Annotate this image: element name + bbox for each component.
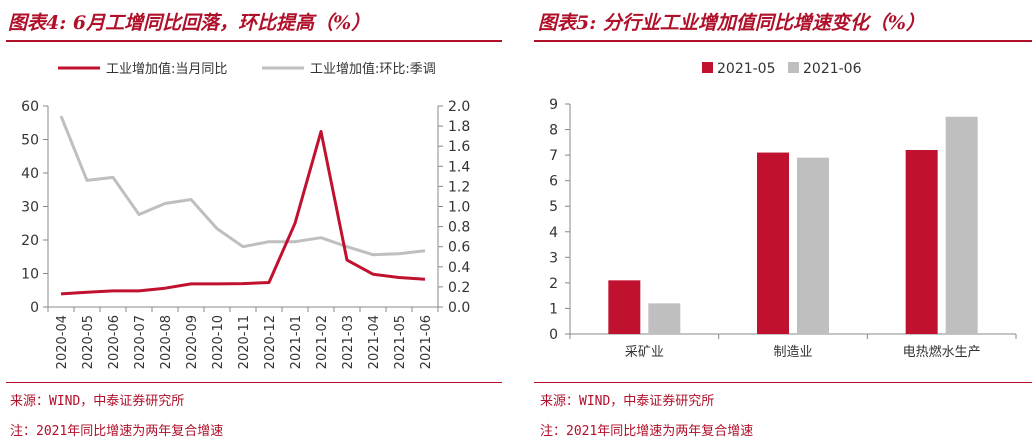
legend-swatch-2021-06 — [788, 62, 799, 73]
right-note: 注：2021年同比增速为两年复合增速 — [540, 424, 754, 439]
left-y-tick-label: 30 — [21, 200, 39, 216]
x-tick-label: 2021-06 — [419, 315, 434, 369]
bar-y-tick-label: 9 — [549, 97, 558, 113]
left-chart-title: 图表4: 6月工增同比回落，环比提高（%） — [8, 12, 371, 34]
legend-label-2021-06: 2021-06 — [803, 61, 862, 77]
bar-category-label: 采矿业 — [625, 345, 664, 360]
x-tick-label: 2020-04 — [55, 315, 70, 369]
bar-y-tick-label: 4 — [549, 225, 558, 241]
line-chart: 工业增加值:当月同比 工业增加值:环比:季调 01020304050600.00… — [21, 61, 470, 369]
bar-2021-06 — [648, 303, 681, 334]
right-y-tick-label: 1.4 — [448, 159, 470, 175]
left-note: 注：2021年同比增速为两年复合增速 — [10, 424, 224, 439]
x-tick-label: 2020-08 — [159, 315, 174, 369]
left-y-tick-label: 50 — [21, 133, 39, 149]
right-y-tick-label: 1.8 — [448, 119, 470, 135]
x-tick-label: 2021-03 — [341, 315, 356, 369]
bar-2021-06 — [945, 116, 978, 335]
right-source: 来源：WIND，中泰证券研究所 — [540, 394, 715, 409]
bar-category-label: 制造业 — [773, 345, 812, 360]
right-y-tick-label: 0.6 — [448, 240, 470, 256]
bar-y-tick-label: 1 — [549, 301, 558, 317]
bar-chart: 2021-05 2021-06 0 1 2 3 4 5 6 7 8 9 采矿业 制造业 电热燃水生产 — [549, 61, 1017, 360]
left-y-tick-label: 20 — [21, 233, 39, 249]
left-y-tick-label: 0 — [30, 300, 39, 316]
legend-label-mom: 工业增加值:环比:季调 — [310, 61, 436, 77]
bar-axes: 0 1 2 3 4 5 6 7 8 9 采矿业 制造业 电热燃水生产 — [549, 97, 1017, 360]
left-y-tick-label: 10 — [21, 267, 39, 283]
right-y-tick-label: 0.0 — [448, 300, 470, 316]
right-y-tick-label: 0.2 — [448, 280, 470, 296]
x-tick-label: 2021-01 — [289, 315, 304, 369]
x-tick-label: 2020-05 — [81, 315, 96, 369]
x-tick-label: 2021-02 — [315, 315, 330, 369]
bar-2021-05 — [757, 152, 789, 334]
legend-label-2021-05: 2021-05 — [717, 61, 776, 77]
bar-category-label: 电热燃水生产 — [903, 344, 981, 360]
left-bottom-rule — [6, 382, 502, 383]
right-y-tick-label: 0.8 — [448, 220, 470, 236]
x-tick-label: 2020-06 — [107, 315, 122, 369]
left-y-tick-label: 40 — [21, 166, 39, 182]
bar-legend: 2021-05 2021-06 — [702, 61, 862, 77]
right-y-tick-label: 2.0 — [448, 99, 470, 115]
x-tick-label: 2020-09 — [185, 315, 200, 369]
right-y-tick-label: 0.4 — [448, 260, 470, 276]
series-line-yoy — [60, 130, 426, 296]
bar-y-tick-label: 6 — [549, 174, 558, 190]
x-tick-label: 2021-04 — [367, 315, 382, 369]
line-legend: 工业增加值:当月同比 工业增加值:环比:季调 — [58, 61, 436, 77]
right-y-tick-label: 1.2 — [448, 179, 470, 195]
x-tick-label: 2021-05 — [393, 315, 408, 369]
bar-y-tick-label: 3 — [549, 250, 558, 266]
right-y-tick-label: 1.6 — [448, 139, 470, 155]
left-title-rule — [6, 40, 502, 42]
bar-2021-05 — [608, 280, 641, 334]
left-y-tick-label: 60 — [21, 99, 39, 115]
bar-marks — [608, 116, 978, 335]
line-marks — [59, 115, 426, 296]
bar-y-tick-label: 0 — [549, 327, 558, 343]
right-y-tick-label: 1.0 — [448, 200, 470, 216]
legend-label-yoy: 工业增加值:当月同比 — [106, 61, 227, 77]
left-source: 来源：WIND，中泰证券研究所 — [10, 394, 185, 409]
right-bottom-rule — [534, 382, 1032, 383]
x-tick-label: 2020-12 — [263, 315, 278, 369]
x-tick-label: 2020-11 — [237, 315, 252, 369]
bar-y-tick-label: 7 — [549, 148, 558, 164]
bar-2021-05 — [905, 150, 938, 334]
series-line-mom — [59, 115, 426, 257]
bar-y-tick-label: 5 — [549, 199, 558, 215]
legend-swatch-2021-05 — [702, 62, 713, 73]
right-title-rule — [534, 40, 1032, 42]
right-chart-title: 图表5: 分行业工业增加值同比增速变化（%） — [538, 12, 925, 34]
bar-y-tick-label: 8 — [549, 123, 558, 139]
x-tick-label: 2020-07 — [133, 315, 148, 369]
x-tick-label: 2020-10 — [211, 315, 226, 369]
bar-2021-06 — [797, 157, 829, 334]
line-axes: 0 10 20 30 40 50 60 0.0 0.2 0.4 0.6 0.8 1.0 1.2 1.4 1.6… — [21, 99, 470, 369]
bar-y-tick-label: 2 — [549, 276, 558, 292]
